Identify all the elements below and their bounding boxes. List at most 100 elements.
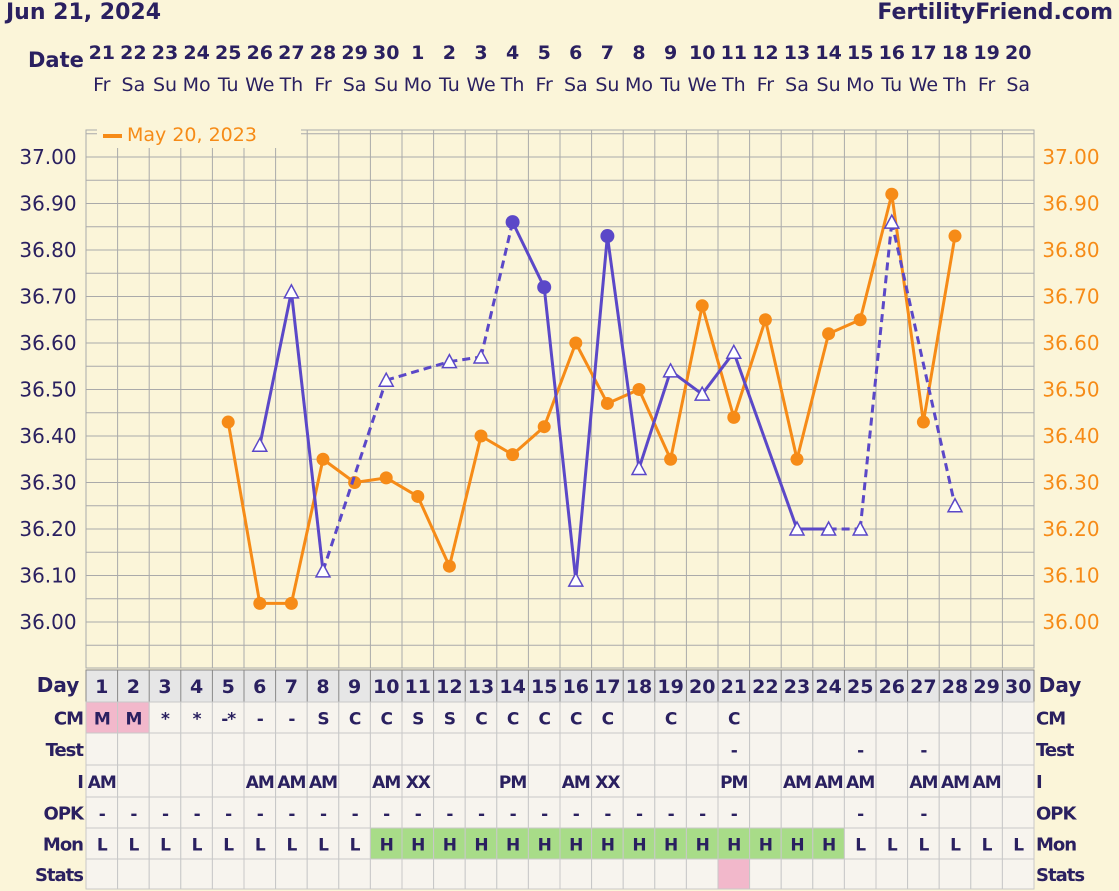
day-label-left: Day [37, 673, 80, 697]
y-tick-right: 36.60 [1042, 331, 1099, 355]
date-number: 9 [664, 42, 677, 64]
date-number: 5 [538, 42, 551, 64]
table-cell [907, 827, 940, 860]
table-cell-value: - [446, 805, 453, 825]
cycle-day-number: 8 [316, 676, 329, 698]
weekday-label: Sa [785, 74, 809, 96]
table-cell [843, 732, 877, 766]
overlay-data-point [916, 415, 930, 429]
y-tick-right: 36.70 [1042, 285, 1099, 309]
table-cell-value: - [130, 805, 137, 825]
table-cell-value: L [982, 836, 993, 856]
table-cell [780, 732, 814, 766]
row-label-right: Stats [1036, 865, 1084, 886]
table-cell-value: - [510, 805, 517, 825]
table-cell-value: H [569, 836, 582, 856]
current-data-point [630, 459, 648, 476]
overlay-line-segment [511, 425, 546, 456]
overlay-data-point [758, 313, 772, 327]
table-cell [717, 858, 751, 890]
overlay-line-segment [700, 305, 736, 418]
table-cell-value: - [920, 805, 927, 825]
table-cell [527, 764, 561, 798]
weekday-label: We [909, 74, 938, 96]
y-tick-right: 36.50 [1042, 378, 1099, 402]
overlay-data-point [664, 452, 678, 466]
weekday-label: Mo [846, 74, 874, 96]
table-cell [622, 827, 656, 860]
table-cell-value: - [604, 805, 611, 825]
table-cell [591, 858, 624, 890]
table-cell [875, 796, 909, 829]
cycle-day-number: 24 [815, 676, 841, 698]
table-cell [970, 858, 1003, 890]
current-line-segment [605, 235, 641, 469]
table-cell [464, 827, 498, 860]
table-cell [401, 732, 435, 766]
overlay-data-point [348, 476, 362, 489]
cycle-day-number: 16 [563, 676, 589, 698]
table-cell [812, 732, 845, 766]
table-cell [243, 764, 277, 798]
current-data-point [314, 562, 332, 578]
table-cell [654, 732, 687, 766]
table-cell-value: L [1013, 836, 1024, 856]
date-number: 30 [373, 42, 399, 64]
table-cell-value: H [696, 836, 709, 856]
table-cell [211, 764, 245, 798]
current-line-segment [449, 355, 482, 364]
y-tick-right: 36.80 [1042, 238, 1099, 262]
table-cell [654, 796, 687, 829]
weekday-label: Fr [536, 74, 554, 96]
y-tick-left: 36.70 [19, 285, 76, 309]
table-cell-value: L [350, 836, 361, 856]
table-cell-value: H [601, 836, 614, 856]
site-name[interactable]: FertilityFriend.com [877, 0, 1113, 25]
table-cell-value: * [193, 710, 202, 730]
table-cell-value: - [573, 805, 580, 825]
date-number: 8 [632, 42, 645, 64]
table-cell [496, 732, 529, 766]
table-cell-value: AM [88, 773, 116, 793]
legend-box [97, 120, 301, 148]
table-cell-value: H [759, 836, 772, 856]
weekday-label: Sa [564, 74, 588, 96]
table-cell [211, 827, 245, 860]
table-cell-value: L [286, 836, 297, 856]
weekday-label: Tu [217, 74, 239, 96]
table-cell-value: - [288, 805, 295, 825]
table-cell-value: AM [562, 773, 590, 793]
date-number: 21 [89, 42, 115, 64]
current-data-point [251, 436, 269, 453]
date-number: 10 [689, 42, 715, 64]
table-cell-value: - [383, 805, 390, 825]
table-cell-value: L [950, 836, 961, 856]
weekday-label: Mo [183, 74, 211, 96]
table-cell [464, 732, 498, 766]
table-cell [622, 764, 656, 798]
current-data-point [693, 385, 711, 401]
weekday-label: Tu [880, 74, 902, 96]
table-cell-value: - [478, 805, 485, 825]
weekday-label: We [245, 74, 274, 96]
overlay-line-segment [322, 458, 356, 484]
table-cell [685, 796, 719, 829]
table-cell [369, 796, 403, 829]
table-cell-value: H [822, 836, 835, 856]
current-data-point [537, 280, 552, 295]
cycle-day-number: 4 [190, 676, 203, 698]
table-cell [938, 858, 972, 890]
overlay-line-segment [289, 458, 325, 604]
date-number: 1 [411, 42, 424, 64]
table-cell-value: L [223, 836, 234, 856]
table-cell [401, 796, 435, 829]
overlay-data-point [537, 420, 551, 434]
overlay-data-point [822, 327, 836, 341]
table-cell [148, 732, 182, 766]
cycle-day-number: 27 [910, 676, 936, 698]
date-number: 7 [601, 42, 614, 64]
weekday-label: Mo [404, 74, 432, 96]
table-cell [591, 732, 624, 766]
table-cell [907, 858, 940, 890]
